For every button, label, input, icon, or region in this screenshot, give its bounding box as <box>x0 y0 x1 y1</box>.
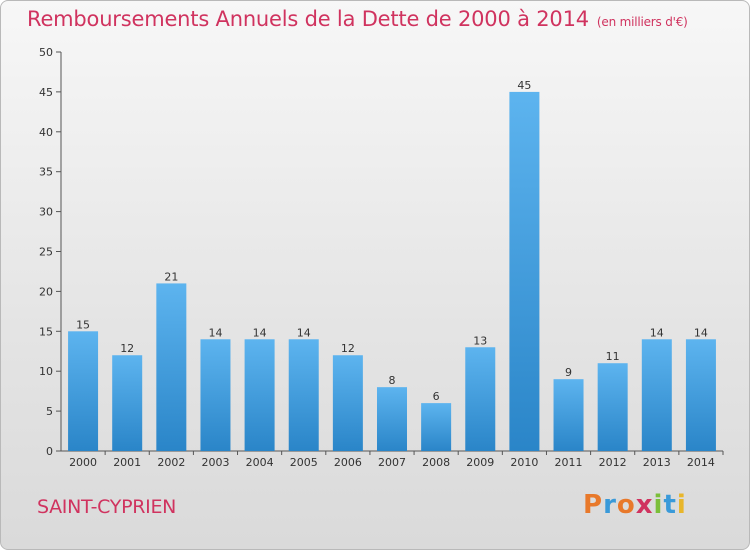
logo-letter: r <box>603 490 617 520</box>
bar-2012 <box>597 363 628 451</box>
bar-2007 <box>377 387 407 451</box>
y-tick-label: 0 <box>46 445 53 458</box>
x-tick-label-2008: 2008 <box>422 456 450 469</box>
x-tick-label-2014: 2014 <box>687 456 715 469</box>
bar-2003 <box>200 339 231 451</box>
bar-2001 <box>112 355 143 451</box>
logo-letter: t <box>663 490 677 520</box>
x-tick-label-2006: 2006 <box>334 456 362 469</box>
bar-2005 <box>288 339 319 451</box>
chart-unit: (en milliers d'€) <box>596 15 688 29</box>
data-label-2013: 14 <box>650 326 664 339</box>
commune-name: SAINT-CYPRIEN <box>37 496 177 518</box>
bar-2002 <box>156 283 187 451</box>
data-label-2009: 13 <box>473 334 487 347</box>
y-tick-label: 5 <box>46 405 53 418</box>
bar-2010 <box>509 91 540 452</box>
data-label-2004: 14 <box>253 326 267 339</box>
y-tick-label: 45 <box>39 86 53 99</box>
data-label-2011: 9 <box>565 366 572 379</box>
y-tick-label: 40 <box>39 126 53 139</box>
x-tick-label-2004: 2004 <box>246 456 274 469</box>
y-tick-label: 35 <box>39 166 53 179</box>
bar-2006 <box>332 355 363 451</box>
data-label-2012: 11 <box>606 350 620 363</box>
bar-2014 <box>685 339 716 451</box>
y-tick-label: 25 <box>39 246 53 259</box>
x-tick-label-2010: 2010 <box>510 456 538 469</box>
bar-2000 <box>68 331 99 451</box>
bar-2008 <box>421 403 452 451</box>
x-tick-label-2005: 2005 <box>290 456 318 469</box>
x-tick-label-2000: 2000 <box>69 456 97 469</box>
chart-title: Remboursements Annuels de la Dette de 20… <box>27 7 688 31</box>
logo-letter: x <box>635 490 654 520</box>
data-label-2014: 14 <box>694 326 708 339</box>
data-label-2003: 14 <box>208 326 222 339</box>
data-label-2001: 12 <box>120 342 134 355</box>
logo-letter: i <box>653 490 664 520</box>
x-tick-label-2001: 2001 <box>113 456 141 469</box>
data-label-2010: 45 <box>517 79 531 92</box>
x-tick-label-2012: 2012 <box>599 456 627 469</box>
y-tick-label: 15 <box>39 325 53 338</box>
y-tick-label: 20 <box>39 285 53 298</box>
data-label-2007: 8 <box>389 374 396 387</box>
data-label-2000: 15 <box>76 318 90 331</box>
y-tick-label: 30 <box>39 206 53 219</box>
x-tick-label-2009: 2009 <box>466 456 494 469</box>
bar-2013 <box>641 339 672 451</box>
bar-2009 <box>465 347 496 451</box>
proxiti-logo: Proxiti <box>583 490 687 520</box>
x-tick-label-2013: 2013 <box>643 456 671 469</box>
x-tick-label-2002: 2002 <box>157 456 185 469</box>
logo-letter: o <box>616 490 636 520</box>
y-tick-label: 50 <box>39 46 53 59</box>
x-tick-label-2003: 2003 <box>201 456 229 469</box>
data-label-2006: 12 <box>341 342 355 355</box>
x-tick-label-2011: 2011 <box>555 456 583 469</box>
data-label-2002: 21 <box>164 270 178 283</box>
x-tick-label-2007: 2007 <box>378 456 406 469</box>
chart-title-text: Remboursements Annuels de la Dette de 20… <box>27 7 589 31</box>
data-label-2005: 14 <box>297 326 311 339</box>
bar-2004 <box>244 339 275 451</box>
logo-letter: P <box>583 490 604 520</box>
bar-2011 <box>553 379 584 451</box>
logo-letter: i <box>676 490 687 520</box>
y-tick-label: 10 <box>39 365 53 378</box>
data-label-2008: 6 <box>433 390 440 403</box>
